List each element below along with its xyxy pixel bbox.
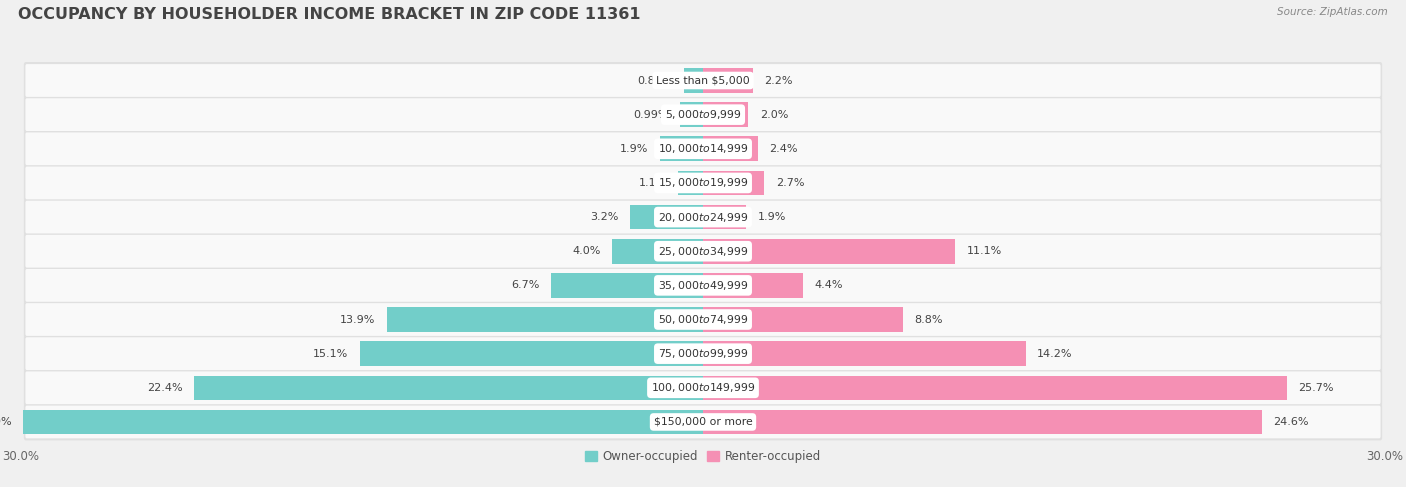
FancyBboxPatch shape [25, 303, 1381, 336]
Bar [703, 102, 748, 127]
Bar [703, 170, 765, 195]
Text: 2.2%: 2.2% [765, 75, 793, 86]
FancyBboxPatch shape [25, 235, 1381, 268]
Bar [703, 375, 1286, 400]
Text: OCCUPANCY BY HOUSEHOLDER INCOME BRACKET IN ZIP CODE 11361: OCCUPANCY BY HOUSEHOLDER INCOME BRACKET … [18, 7, 641, 22]
FancyBboxPatch shape [24, 404, 1382, 440]
Bar [703, 307, 903, 332]
Bar [703, 239, 955, 263]
FancyBboxPatch shape [25, 406, 1381, 438]
Text: 1.1%: 1.1% [638, 178, 666, 188]
Text: 0.99%: 0.99% [634, 110, 669, 120]
Text: $150,000 or more: $150,000 or more [654, 417, 752, 427]
Text: 15.1%: 15.1% [314, 349, 349, 358]
Bar [703, 68, 754, 93]
Text: 3.2%: 3.2% [591, 212, 619, 222]
Bar [703, 341, 1026, 366]
Text: 1.9%: 1.9% [620, 144, 648, 154]
Text: $35,000 to $49,999: $35,000 to $49,999 [658, 279, 748, 292]
FancyBboxPatch shape [24, 199, 1382, 236]
Text: $50,000 to $74,999: $50,000 to $74,999 [658, 313, 748, 326]
Text: 14.2%: 14.2% [1038, 349, 1073, 358]
Text: 11.1%: 11.1% [967, 246, 1002, 256]
Text: $75,000 to $99,999: $75,000 to $99,999 [658, 347, 748, 360]
Text: $20,000 to $24,999: $20,000 to $24,999 [658, 210, 748, 224]
FancyBboxPatch shape [25, 269, 1381, 302]
Text: 2.4%: 2.4% [769, 144, 797, 154]
Text: 2.0%: 2.0% [759, 110, 789, 120]
Bar [703, 273, 803, 298]
Bar [681, 102, 703, 127]
FancyBboxPatch shape [24, 369, 1382, 406]
Text: $100,000 to $149,999: $100,000 to $149,999 [651, 381, 755, 394]
FancyBboxPatch shape [25, 64, 1381, 97]
FancyBboxPatch shape [25, 132, 1381, 165]
FancyBboxPatch shape [24, 267, 1382, 304]
Text: 8.8%: 8.8% [914, 315, 943, 324]
FancyBboxPatch shape [24, 233, 1382, 270]
Text: 24.6%: 24.6% [1274, 417, 1309, 427]
Bar [630, 205, 703, 229]
Text: 4.0%: 4.0% [572, 246, 600, 256]
Bar [659, 136, 703, 161]
Text: 0.83%: 0.83% [637, 75, 672, 86]
Text: $5,000 to $9,999: $5,000 to $9,999 [665, 108, 741, 121]
FancyBboxPatch shape [25, 98, 1381, 131]
Text: Less than $5,000: Less than $5,000 [657, 75, 749, 86]
FancyBboxPatch shape [25, 372, 1381, 404]
Text: 13.9%: 13.9% [340, 315, 375, 324]
FancyBboxPatch shape [24, 165, 1382, 202]
Legend: Owner-occupied, Renter-occupied: Owner-occupied, Renter-occupied [579, 446, 827, 468]
Bar [703, 136, 758, 161]
FancyBboxPatch shape [24, 96, 1382, 133]
Bar [360, 341, 703, 366]
FancyBboxPatch shape [25, 337, 1381, 370]
Bar [703, 410, 1263, 434]
FancyBboxPatch shape [25, 201, 1381, 233]
Text: 25.7%: 25.7% [1299, 383, 1334, 393]
Bar [551, 273, 703, 298]
Text: 29.9%: 29.9% [0, 417, 13, 427]
Text: $25,000 to $34,999: $25,000 to $34,999 [658, 245, 748, 258]
FancyBboxPatch shape [24, 335, 1382, 372]
Bar [24, 410, 703, 434]
Bar [387, 307, 703, 332]
FancyBboxPatch shape [24, 131, 1382, 167]
Text: 1.9%: 1.9% [758, 212, 786, 222]
FancyBboxPatch shape [24, 301, 1382, 338]
FancyBboxPatch shape [24, 62, 1382, 99]
Bar [703, 205, 747, 229]
Text: $15,000 to $19,999: $15,000 to $19,999 [658, 176, 748, 189]
Bar [194, 375, 703, 400]
Bar [685, 68, 703, 93]
Text: 2.7%: 2.7% [776, 178, 804, 188]
Text: 4.4%: 4.4% [814, 281, 842, 290]
Text: 22.4%: 22.4% [146, 383, 183, 393]
Text: $10,000 to $14,999: $10,000 to $14,999 [658, 142, 748, 155]
Text: 6.7%: 6.7% [510, 281, 540, 290]
FancyBboxPatch shape [25, 167, 1381, 199]
Bar [612, 239, 703, 263]
Bar [678, 170, 703, 195]
Text: Source: ZipAtlas.com: Source: ZipAtlas.com [1277, 7, 1388, 18]
